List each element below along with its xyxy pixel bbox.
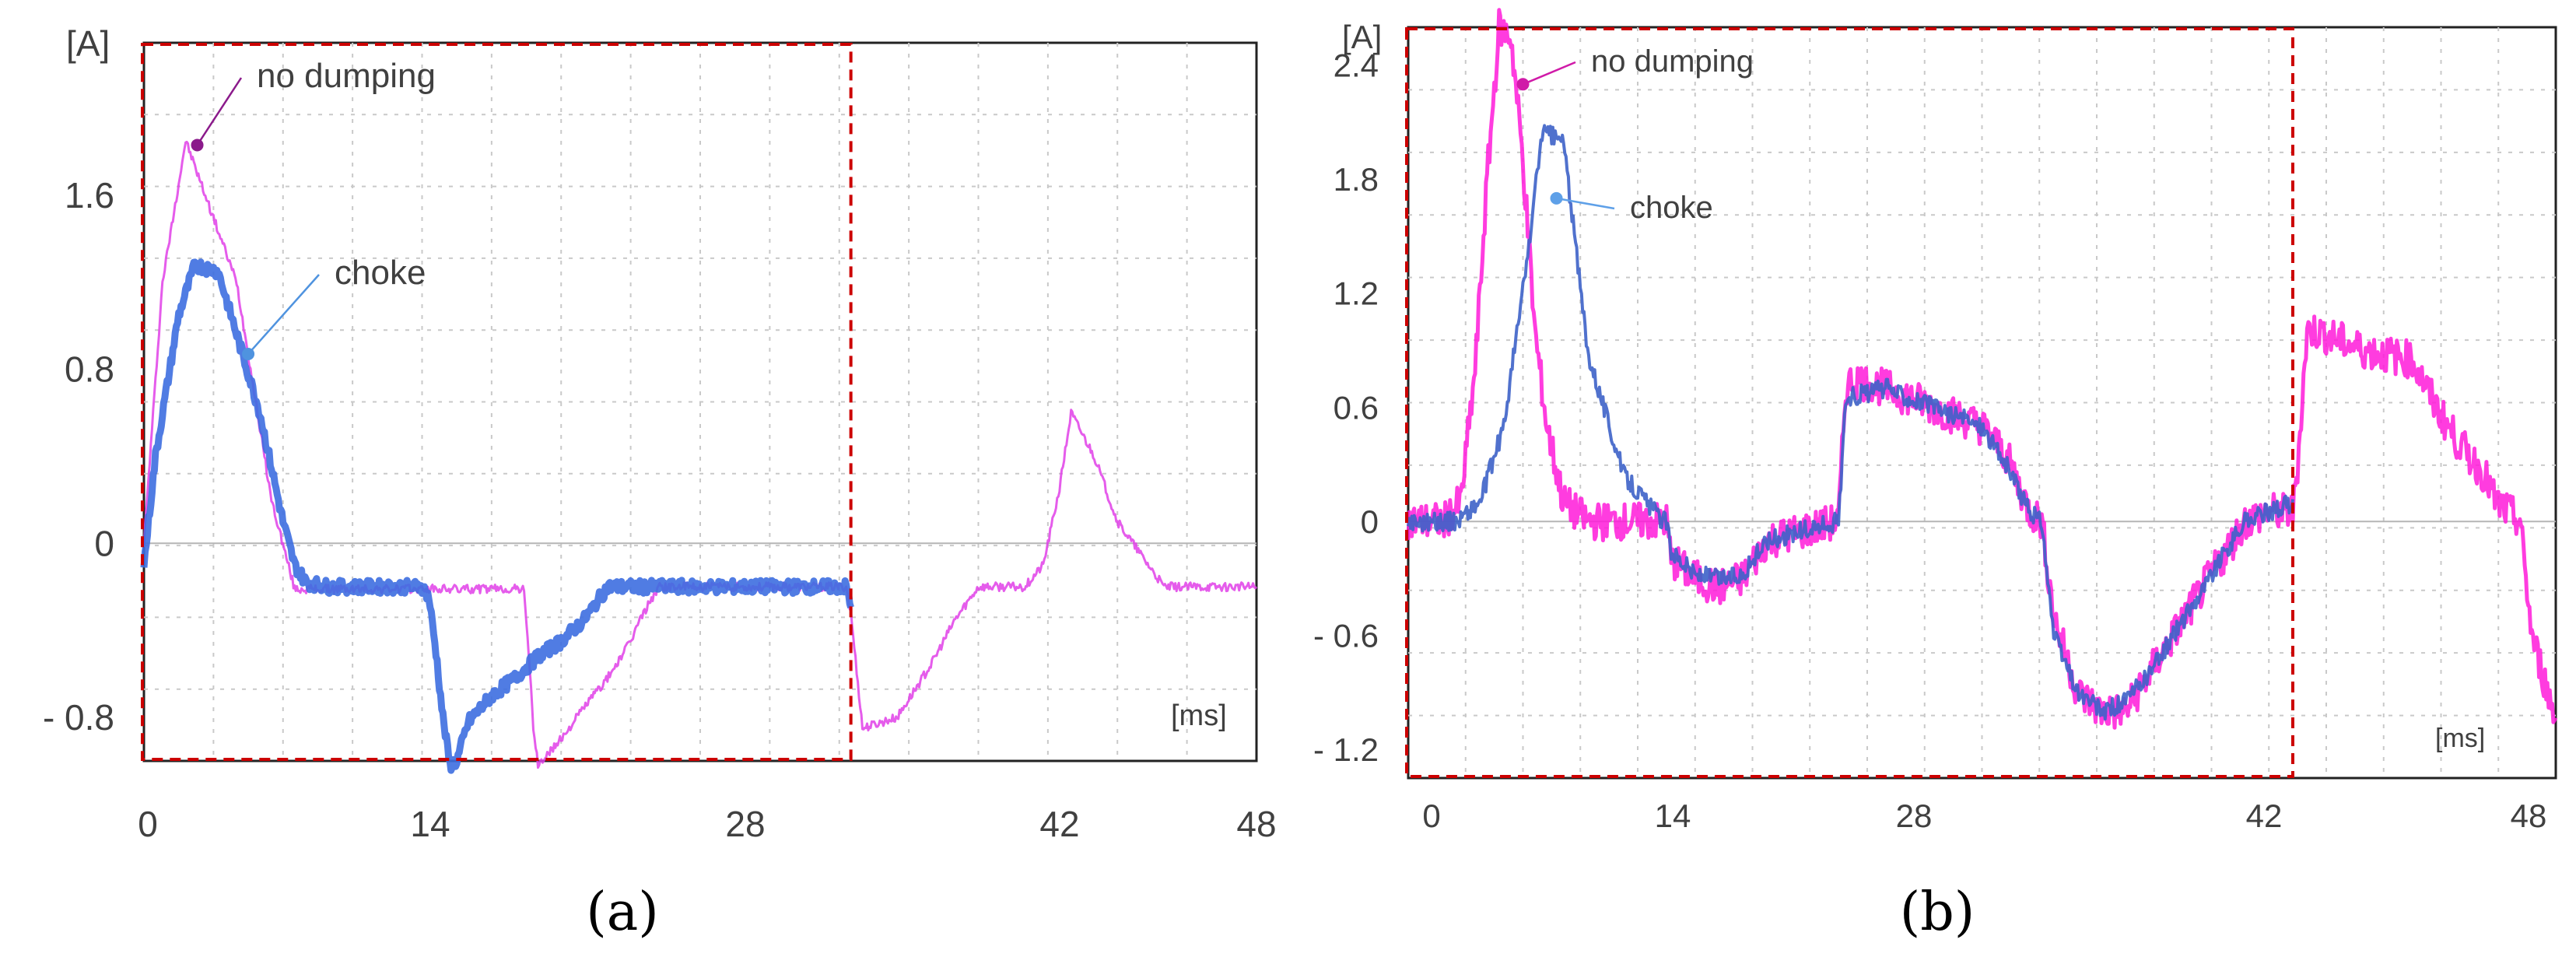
- y-tick-label: 0: [1361, 503, 1379, 540]
- x-axis-label: [ms]: [1171, 699, 1227, 732]
- annotation-label-no-dumping: no dumping: [257, 57, 436, 95]
- series-line-choke: [140, 258, 854, 774]
- y-axis-label: [A]: [66, 23, 110, 64]
- y-tick-label: - 0.6: [1313, 617, 1379, 654]
- x-tick-label: 0: [138, 804, 158, 844]
- caption-b: (b): [1900, 882, 1975, 943]
- y-tick-label: - 1.2: [1313, 731, 1379, 768]
- x-tick-label: 28: [725, 804, 765, 844]
- y-tick-label: - 0.8: [43, 697, 114, 738]
- y-axis-label: [A]: [1342, 19, 1382, 55]
- annotation-leader-no-dumping: [196, 77, 243, 146]
- x-axis-label: [ms]: [2435, 724, 2485, 753]
- y-tick-label: 0.8: [65, 349, 114, 390]
- annotation-label-no-dumping: no dumping: [1591, 44, 1754, 79]
- y-tick-label: 1.8: [1334, 161, 1379, 198]
- highlight-window-b: [1405, 27, 2294, 778]
- y-tick-label: 1.2: [1334, 275, 1379, 312]
- chart-panel-a: 1.6 0.8 0 - 0.8 0 14 28 42 48 [A] [ms] no dumping ch…: [43, 23, 1277, 844]
- series-line-choke: [1407, 124, 2294, 721]
- caption-a: (a): [586, 882, 659, 943]
- y-tick-label: 2.4: [1334, 47, 1379, 84]
- annotation-leader-choke: [247, 274, 320, 355]
- x-tick-label: 48: [2511, 798, 2547, 834]
- annotation-marker-choke: [242, 347, 255, 360]
- grid-a: [144, 43, 1256, 761]
- annotation-label-choke: choke: [1630, 191, 1713, 225]
- y-tick-label: 0: [94, 523, 114, 563]
- x-tick-label: 14: [1655, 798, 1691, 834]
- annotation-leader-no-dumping: [1523, 61, 1576, 86]
- annotation-leader-choke: [1556, 197, 1615, 210]
- annotation-marker-no-dumping: [1516, 78, 1530, 91]
- highlight-window-a: [141, 43, 853, 761]
- y-tick-label: 0.6: [1334, 389, 1379, 426]
- x-tick-label: 0: [1422, 798, 1440, 834]
- x-tick-label: 48: [1236, 804, 1276, 844]
- annotation-label-choke: choke: [335, 254, 426, 292]
- plot-frame-b: [1407, 26, 2557, 780]
- chart-panel-b: 2.4 1.8 1.2 0.6 0 - 0.6 - 1.2 0 14 28 42 48 [A] [ms] n…: [1313, 8, 2558, 834]
- annotation-marker-choke: [1550, 191, 1563, 205]
- x-tick-label: 42: [1039, 804, 1079, 844]
- x-tick-label: 14: [410, 804, 450, 844]
- y-tick-label: 1.6: [65, 175, 114, 216]
- x-tick-label: 42: [2246, 798, 2283, 834]
- x-tick-label: 28: [1896, 798, 1933, 834]
- annotation-marker-no-dumping: [191, 138, 204, 152]
